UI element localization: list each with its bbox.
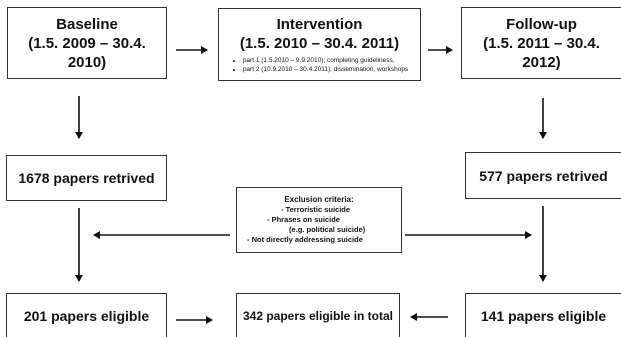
intervention-part-1: part 1 (1.5.2010 – 9.9.2010); completing…	[243, 56, 408, 65]
intervention-title: Intervention	[276, 16, 363, 33]
followup-period: (1.5. 2011 – 30.4. 2012)	[483, 34, 600, 71]
exclusion-heading: Exclusion criteria:	[284, 195, 354, 204]
followup-box: Follow-up (1.5. 2011 – 30.4. 2012)	[461, 7, 621, 79]
intervention-parts-list: part 1 (1.5.2010 – 9.9.2010); completing…	[231, 56, 408, 74]
retrieved-left-box: 1678 papers retrived	[6, 155, 167, 201]
baseline-title: Baseline	[56, 15, 118, 33]
eligible-left-label: 201 papers eligible	[23, 307, 150, 324]
eligible-right-label: 141 papers eligible	[480, 307, 607, 324]
intervention-period: (1.5. 2010 – 30.4. 2011)	[239, 35, 400, 52]
exclusion-criteria-box: Exclusion criteria: - Terroristic suicid…	[236, 187, 402, 253]
eligible-total-label: 342 papers eligible in total	[242, 308, 394, 323]
retrieved-left-label: 1678 papers retrived	[18, 170, 155, 186]
eligible-total-box: 342 papers eligible in total	[236, 293, 400, 337]
baseline-period: (1.5. 2009 – 30.4. 2010)	[28, 34, 146, 71]
followup-title: Follow-up	[506, 15, 577, 33]
baseline-box: Baseline (1.5. 2009 – 30.4. 2010)	[7, 7, 167, 79]
intervention-part-2: part 2 (10.9.2010 – 30.4.2011); dissemin…	[243, 65, 408, 74]
exclusion-item-not-directly: - Not directly addressing suicide	[247, 235, 363, 244]
exclusion-item-phrases: - Phrases on suicide	[267, 215, 340, 224]
exclusion-item-example: (e.g. political suicide)	[289, 225, 366, 234]
eligible-right-box: 141 papers eligible	[465, 293, 621, 337]
exclusion-item-terroristic: - Terroristic suicide	[281, 205, 351, 214]
retrieved-right-box: 577 papers retrived	[465, 152, 621, 199]
intervention-box: Intervention (1.5. 2010 – 30.4. 2011) pa…	[218, 8, 421, 81]
retrieved-right-label: 577 papers retrived	[479, 167, 608, 184]
eligible-left-box: 201 papers eligible	[6, 293, 167, 337]
